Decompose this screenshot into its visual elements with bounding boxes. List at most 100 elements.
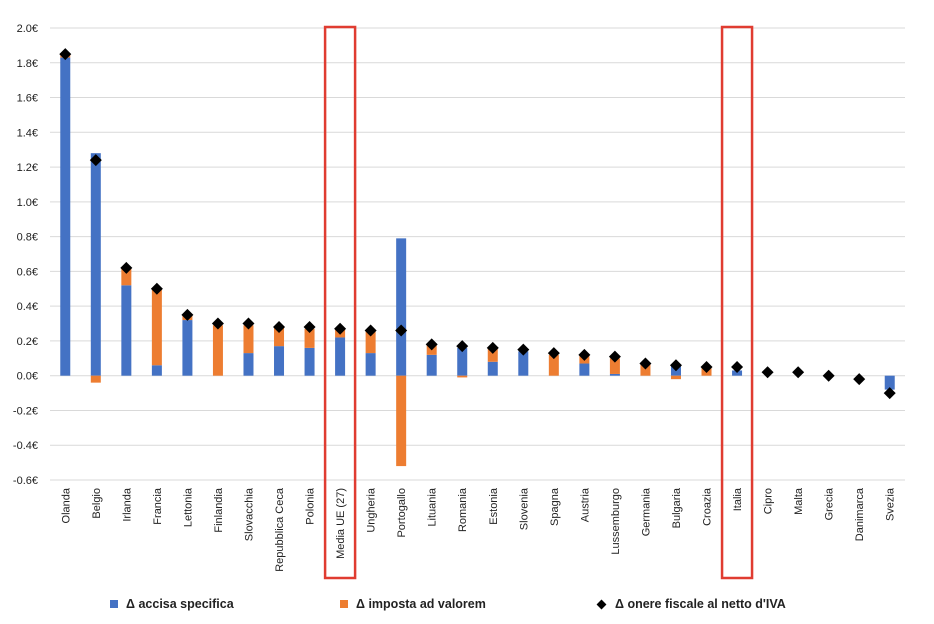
y-tick-label: 0.4€ (17, 301, 38, 313)
bar-accisa (151, 365, 162, 376)
marker-diamond (273, 321, 286, 334)
marker-diamond (334, 322, 347, 335)
bar-accisa (396, 238, 407, 376)
bar-accisa (60, 57, 71, 376)
bar-valorem (243, 325, 254, 354)
bar-accisa (426, 354, 437, 376)
y-tick-label: 0.8€ (17, 232, 38, 244)
legend-item-accisa: Δ accisa specifica (110, 597, 234, 611)
marker-diamond (211, 317, 224, 330)
marker-diamond (456, 340, 469, 353)
bar-accisa (274, 346, 285, 376)
marker-diamond (120, 261, 133, 274)
x-tick-label: Portogallo (396, 488, 408, 538)
x-axis-ticks: Olanda Belgio Irlanda Francia Lettonia Finlan… (60, 487, 896, 572)
y-tick-label: 1.0€ (17, 197, 38, 209)
x-tick-label: Slovacchia (243, 487, 255, 541)
x-tick-label: Finlandia (213, 487, 225, 533)
marker-diamond (150, 282, 163, 295)
bar-accisa (365, 353, 376, 376)
marker-diamond (395, 324, 408, 337)
x-tick-label: Cipro (763, 488, 775, 514)
y-tick-label: 1.4€ (17, 127, 38, 139)
markers (59, 48, 896, 400)
x-tick-label: Polonia (305, 487, 317, 525)
bar-valorem (151, 288, 162, 366)
marker-diamond (731, 361, 744, 373)
marker-diamond (181, 308, 194, 321)
y-tick-label: 1.2€ (17, 162, 38, 174)
marker-diamond (89, 154, 102, 167)
bar-valorem (487, 347, 498, 362)
x-tick-label: Austria (579, 487, 591, 522)
marker-diamond (669, 359, 682, 372)
y-tick-label: 0.2€ (17, 336, 38, 348)
legend-swatch-orange (340, 600, 348, 608)
y-tick-label: 2.0€ (17, 23, 38, 35)
y-axis-ticks: 2.0€ 1.8€ 1.6€ 1.4€ 1.2€ 1.0€ 0.8€ 0.6€ 0.4€ 0.2€… (13, 23, 38, 487)
bar-accisa (90, 153, 101, 376)
legend-item-onere: Δ onere fiscale al netto d'IVA (596, 597, 786, 611)
x-tick-label: Italia (732, 487, 744, 511)
y-tick-label: 1.8€ (17, 58, 38, 70)
x-tick-label: Ungheria (366, 487, 378, 533)
marker-diamond (547, 347, 560, 360)
marker-diamond (59, 48, 72, 61)
x-tick-label: Repubblica Ceca (274, 487, 286, 572)
bar-valorem (670, 375, 681, 380)
bar-accisa (335, 337, 346, 376)
bar-accisa (884, 375, 895, 390)
marker-diamond (883, 387, 896, 400)
y-tick-label: -0.6€ (13, 475, 38, 487)
x-tick-label: Lituania (427, 487, 439, 526)
x-tick-label: Germania (640, 487, 652, 536)
bar-valorem (457, 375, 468, 378)
bar-accisa (732, 370, 743, 376)
x-tick-label: Croazia (702, 487, 714, 526)
marker-diamond (700, 361, 713, 373)
grid-lines (50, 27, 905, 481)
bar-valorem (121, 267, 132, 286)
y-tick-label: 0.0€ (17, 371, 38, 383)
bar-valorem (304, 328, 315, 348)
x-tick-label: Lettonia (182, 487, 194, 527)
bar-valorem (396, 375, 407, 467)
x-tick-label: Svezia (885, 487, 897, 521)
x-tick-label: Estonia (488, 487, 500, 525)
bar-accisa (243, 353, 254, 376)
marker-diamond (578, 348, 591, 361)
bar-accisa (182, 320, 193, 376)
marker-diamond (486, 341, 499, 354)
highlight-box (323, 25, 357, 580)
marker-diamond (517, 343, 530, 356)
marker-diamond (425, 338, 438, 351)
marker-diamond (303, 321, 316, 334)
legend-label-valorem: Δ imposta ad valorem (356, 597, 486, 611)
x-tick-label: Olanda (60, 487, 72, 523)
marker-diamond (639, 357, 652, 370)
bar-accisa (518, 351, 529, 376)
legend-diamond-icon (596, 599, 607, 609)
marker-diamond (761, 366, 774, 379)
legend-label-onere: Δ onere fiscale al netto d'IVA (615, 597, 786, 611)
x-tick-label: Media UE (27) (335, 488, 347, 559)
x-tick-label: Slovenia (518, 487, 530, 530)
marker-diamond (792, 366, 805, 379)
bar-accisa (487, 361, 498, 376)
marker-diamond (853, 373, 866, 386)
x-tick-label: Spagna (549, 487, 561, 526)
legend-item-valorem: Δ imposta ad valorem (340, 597, 486, 611)
marker-diamond (364, 324, 377, 337)
x-tick-label: Belgio (91, 488, 103, 519)
x-tick-label: Malta (793, 487, 805, 515)
x-tick-label: Irlanda (121, 487, 133, 522)
bar-valorem (609, 358, 620, 374)
highlight-box (720, 25, 754, 580)
marker-diamond (242, 317, 255, 330)
bar-accisa (121, 285, 132, 376)
x-tick-label: Romania (457, 487, 469, 532)
legend-label-accisa: Δ accisa specifica (126, 597, 234, 611)
x-tick-label: Lussemburgo (610, 488, 622, 555)
x-tick-label: Danimarca (854, 487, 866, 541)
y-tick-label: 1.6€ (17, 93, 38, 105)
